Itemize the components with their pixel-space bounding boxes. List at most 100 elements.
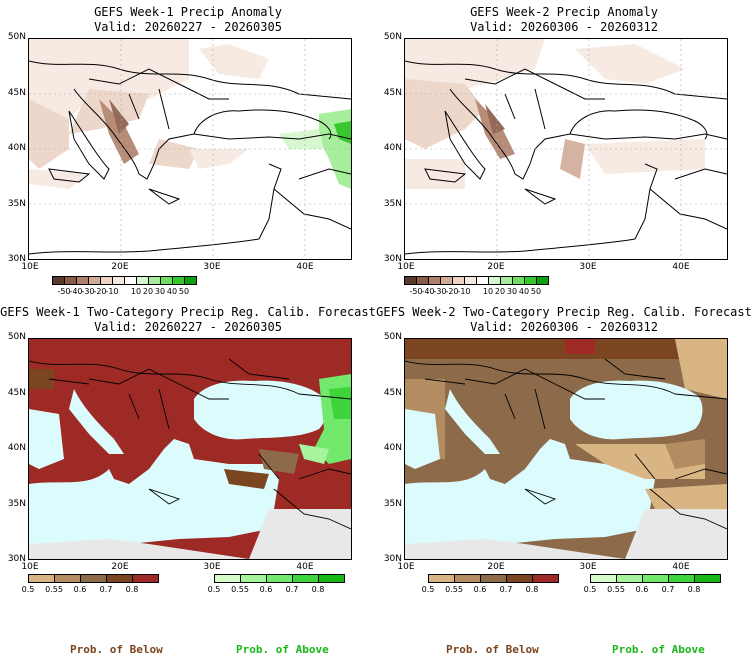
colorbar-label: 0.5: [583, 585, 597, 594]
anomaly-map: [404, 38, 728, 260]
colorbar-label: 20: [494, 287, 506, 296]
colorbar-label: 0.6: [259, 585, 273, 594]
lat-label: 30N: [7, 554, 26, 564]
colorbar-label: 0.55: [445, 585, 463, 594]
colorbar-label: 0.7: [499, 585, 513, 594]
lon-label: 40E: [672, 562, 690, 572]
colorbar-label: 0.7: [661, 585, 675, 594]
colorbar-swatch: [240, 574, 267, 583]
colorbar-swatch: [668, 574, 695, 583]
colorbar-label: -20: [93, 287, 107, 296]
panel-valid: Valid: 20260227 - 20260305: [94, 320, 282, 334]
lat-label: 30N: [383, 554, 402, 564]
lon-label: 30E: [203, 562, 221, 572]
lon-label: 40E: [296, 562, 314, 572]
lat-label: 40N: [7, 143, 26, 153]
colorbar-swatch: [642, 574, 669, 583]
panel-title: GEFS Week-2 Precip Anomaly: [470, 5, 658, 19]
colorbar-label: 40: [518, 287, 530, 296]
colorbar-label: -30: [433, 287, 447, 296]
colorbar-label: 0.6: [473, 585, 487, 594]
panel-week1-probability: GEFS Week-1 Two-Category Precip Reg. Cal…: [0, 300, 376, 600]
lon-label: 10E: [397, 562, 415, 572]
colorbar-swatch: [106, 574, 133, 583]
colorbar-label: -40: [69, 287, 83, 296]
lat-label: 40N: [383, 443, 402, 453]
colorbar-label: 0.5: [421, 585, 435, 594]
colorbar-swatch: [292, 574, 319, 583]
colorbar-swatch: [214, 574, 241, 583]
colorbar-label: -40: [421, 287, 435, 296]
colorbar-label: -30: [81, 287, 95, 296]
anomaly-map: [28, 38, 352, 260]
probability-map: [404, 338, 728, 560]
lat-label: 35N: [7, 199, 26, 209]
colorbar-swatch: [454, 574, 481, 583]
colorbar-label: 0.8: [125, 585, 139, 594]
panel-week2-anomaly: GEFS Week-2 Precip Anomaly Valid: 202603…: [376, 0, 752, 300]
colorbar-label: 0.55: [231, 585, 249, 594]
lon-label: 30E: [203, 262, 221, 272]
panel-title: GEFS Week-2 Two-Category Precip Reg. Cal…: [376, 305, 752, 319]
colorbar-label: -20: [445, 287, 459, 296]
colorbar-swatch: [318, 574, 345, 583]
lat-label: 40N: [7, 443, 26, 453]
panel-week1-anomaly: GEFS Week-1 Precip Anomaly Valid: 202602…: [0, 0, 376, 300]
lat-label: 50N: [7, 332, 26, 342]
panel-valid: Valid: 20260227 - 20260305: [94, 20, 282, 34]
footer-prob-above: Prob. of Above: [236, 643, 329, 656]
lon-label: 10E: [397, 262, 415, 272]
probability-map: [28, 338, 352, 560]
colorbar-label: 30: [154, 287, 166, 296]
lat-label: 45N: [383, 388, 402, 398]
lat-label: 45N: [7, 88, 26, 98]
colorbar-label: 0.8: [687, 585, 701, 594]
lat-label: 35N: [7, 499, 26, 509]
colorbar-swatch: [428, 574, 455, 583]
colorbar-label: 0.5: [207, 585, 221, 594]
lat-label: 35N: [383, 499, 402, 509]
colorbar-swatch: [132, 574, 159, 583]
colorbar-swatch: [506, 574, 533, 583]
colorbar-label: 0.7: [285, 585, 299, 594]
colorbar-label: 20: [142, 287, 154, 296]
colorbar-label: 30: [506, 287, 518, 296]
colorbar-label: 0.55: [607, 585, 625, 594]
colorbar-label: 0.8: [525, 585, 539, 594]
footer-prob-above: Prob. of Above: [612, 643, 705, 656]
colorbar-label: -50: [409, 287, 423, 296]
lon-label: 30E: [579, 262, 597, 272]
panel-valid: Valid: 20260306 - 20260312: [470, 20, 658, 34]
lat-label: 45N: [7, 388, 26, 398]
lat-label: 35N: [383, 199, 402, 209]
colorbar-swatch: [694, 574, 721, 583]
colorbar-label: 10: [130, 287, 142, 296]
lat-label: 50N: [383, 332, 402, 342]
lat-label: 30N: [383, 254, 402, 264]
lat-label: 40N: [383, 143, 402, 153]
colorbar-label: 50: [178, 287, 190, 296]
colorbar-swatch: [54, 574, 81, 583]
colorbar-label: 50: [530, 287, 542, 296]
footer-prob-below: Prob. of Below: [70, 643, 163, 656]
lon-label: 20E: [111, 562, 129, 572]
lon-label: 10E: [21, 562, 39, 572]
lon-label: 40E: [672, 262, 690, 272]
lon-label: 40E: [296, 262, 314, 272]
colorbar-swatch: [28, 574, 55, 583]
lat-label: 30N: [7, 254, 26, 264]
lon-label: 30E: [579, 562, 597, 572]
colorbar-swatch: [480, 574, 507, 583]
lat-label: 50N: [7, 32, 26, 42]
lat-label: 50N: [383, 32, 402, 42]
colorbar-label: 0.5: [21, 585, 35, 594]
colorbar-swatch: [532, 574, 559, 583]
colorbar-label: 0.8: [311, 585, 325, 594]
colorbar-label: 10: [482, 287, 494, 296]
lon-label: 20E: [487, 262, 505, 272]
panel-title: GEFS Week-1 Two-Category Precip Reg. Cal…: [0, 305, 376, 319]
panel-valid: Valid: 20260306 - 20260312: [470, 320, 658, 334]
colorbar-label: 0.6: [73, 585, 87, 594]
panel-title: GEFS Week-1 Precip Anomaly: [94, 5, 282, 19]
colorbar-swatch: [616, 574, 643, 583]
